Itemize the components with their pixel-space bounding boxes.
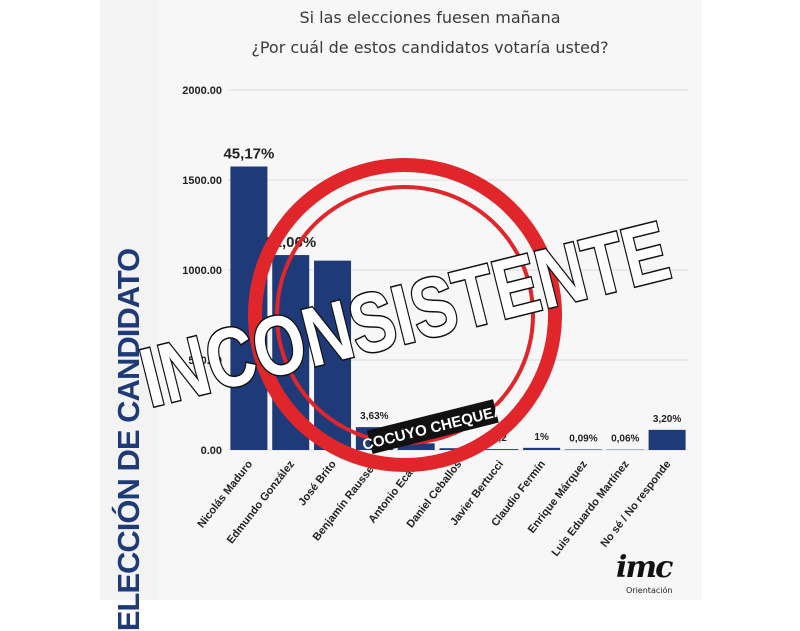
- stamp-main-text: INCONSISTENTE: [131, 203, 678, 425]
- stamp-group: INCONSISTENTE COCUYO CHEQUEA: [107, 104, 704, 526]
- inconsistente-stamp: INCONSISTENTE COCUYO CHEQUEA: [0, 0, 800, 600]
